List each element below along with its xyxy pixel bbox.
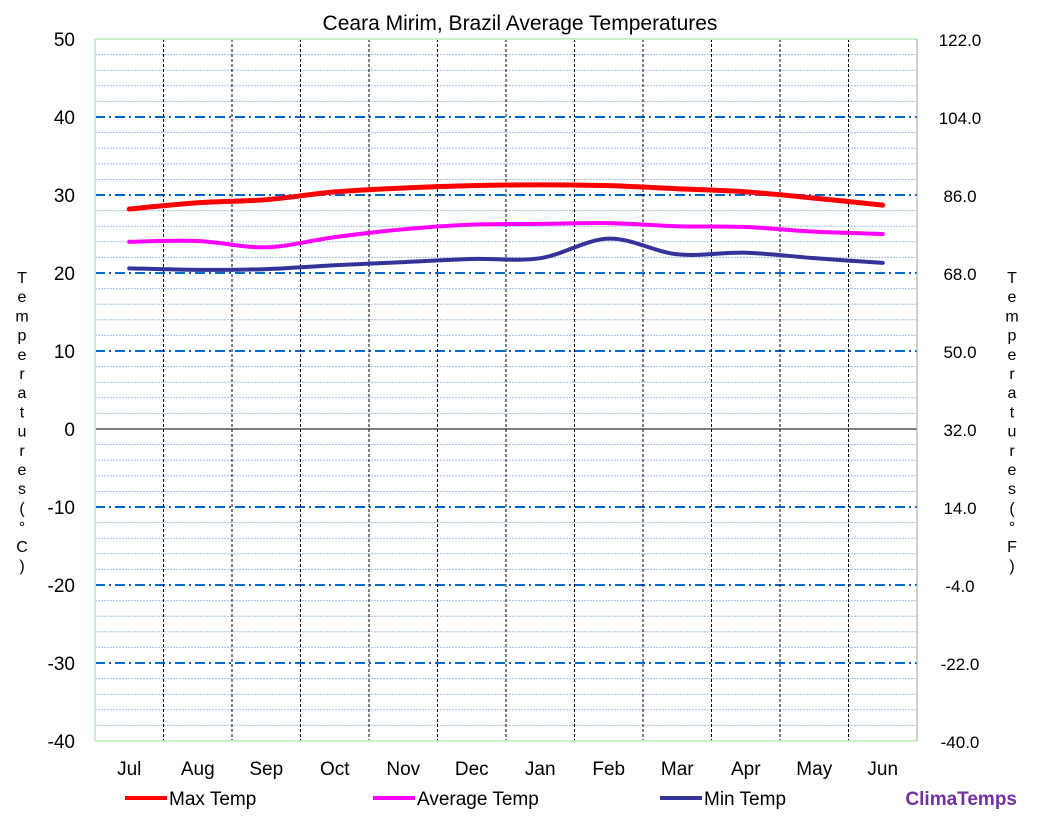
y2-tick-label: 86.0 (943, 187, 976, 206)
axis-label-char: r (1009, 366, 1015, 383)
legend-label: Min Temp (704, 789, 786, 810)
y2-tick-label: 32.0 (943, 421, 976, 440)
y-tick-label: 10 (54, 342, 75, 363)
legend-label: Average Temp (417, 789, 539, 810)
axis-label-char: r (19, 443, 25, 460)
axis-label-char: r (1009, 443, 1015, 460)
y2-axis-label: Temperatures(°F) (1005, 270, 1018, 575)
y-tick-label: 50 (54, 30, 75, 51)
chart-title: Ceara Mirim, Brazil Average Temperatures (323, 12, 718, 35)
y-tick-label: -40 (48, 732, 75, 753)
x-tick-label: May (796, 759, 832, 780)
axis-label-char: e (1008, 289, 1017, 306)
series-line (127, 220, 885, 250)
y2-tick-label: -4.0 (945, 577, 974, 596)
axis-label-char: e (1008, 462, 1017, 479)
axis-label-char: a (1008, 385, 1017, 402)
x-tick-label: Jun (867, 759, 898, 780)
axis-label-char: t (1010, 404, 1015, 421)
series-line (126, 182, 886, 212)
y-axis-label: Temperatures(°C) (15, 270, 28, 575)
x-tick-label: Feb (592, 759, 625, 780)
axis-label-char: u (1008, 424, 1017, 441)
axis-label-char: C (16, 539, 28, 556)
axis-label-char: e (1008, 347, 1017, 364)
axis-label-char: m (1005, 308, 1018, 325)
axis-label-char: r (19, 366, 25, 383)
x-tick-label: Nov (386, 759, 420, 780)
brand-logo: ClimaTemps (905, 789, 1017, 810)
y-tick-label: -30 (48, 654, 75, 675)
x-tick-label: Mar (661, 759, 694, 780)
axis-label-char: a (18, 385, 27, 402)
y2-tick-label: 68.0 (943, 265, 976, 284)
x-tick-label: Jul (117, 759, 141, 780)
y-tick-label: 30 (54, 186, 75, 207)
y2-tick-label: -22.0 (941, 655, 980, 674)
x-tick-label: Apr (731, 759, 761, 780)
y-tick-label: -20 (48, 576, 75, 597)
axis-label-char: ( (19, 500, 25, 517)
x-tick-label: Dec (455, 759, 489, 780)
axis-label-char: e (18, 289, 27, 306)
y-tick-label: 40 (54, 108, 75, 129)
x-tick-label: Oct (320, 759, 350, 780)
y-tick-label: -10 (48, 498, 75, 519)
x-tick-label: Sep (249, 759, 283, 780)
y-tick-label: 0 (64, 420, 75, 441)
y2-tick-label: 14.0 (943, 499, 976, 518)
axis-label-char: p (1008, 328, 1017, 345)
y-tick-label: 20 (54, 264, 75, 285)
legend-label: Max Temp (169, 789, 256, 810)
axis-label-char: u (18, 424, 27, 441)
axis-label-char: T (1007, 270, 1017, 287)
axis-label-char: T (17, 270, 27, 287)
axis-label-char: ) (19, 558, 24, 575)
axis-label-char: e (18, 462, 27, 479)
y2-tick-label: -40.0 (941, 733, 980, 752)
series-line (127, 236, 885, 272)
axis-label-char: F (1007, 539, 1017, 556)
axis-label-char: s (1008, 481, 1016, 498)
x-tick-label: Aug (181, 759, 215, 780)
axis-label-char: m (15, 308, 28, 325)
axis-label-char: t (20, 404, 25, 421)
axis-label-char: e (18, 347, 27, 364)
axis-label-char: ° (1009, 520, 1015, 537)
axis-label-char: ) (1009, 558, 1014, 575)
axis-label-char: ° (19, 520, 25, 537)
y2-tick-label: 104.0 (939, 109, 982, 128)
axis-label-char: ( (1009, 500, 1015, 517)
axis-label-char: s (18, 481, 26, 498)
y2-tick-label: 50.0 (943, 343, 976, 362)
axis-label-char: p (18, 328, 27, 345)
x-tick-label: Jan (525, 759, 556, 780)
y2-tick-label: 122.0 (939, 31, 982, 50)
